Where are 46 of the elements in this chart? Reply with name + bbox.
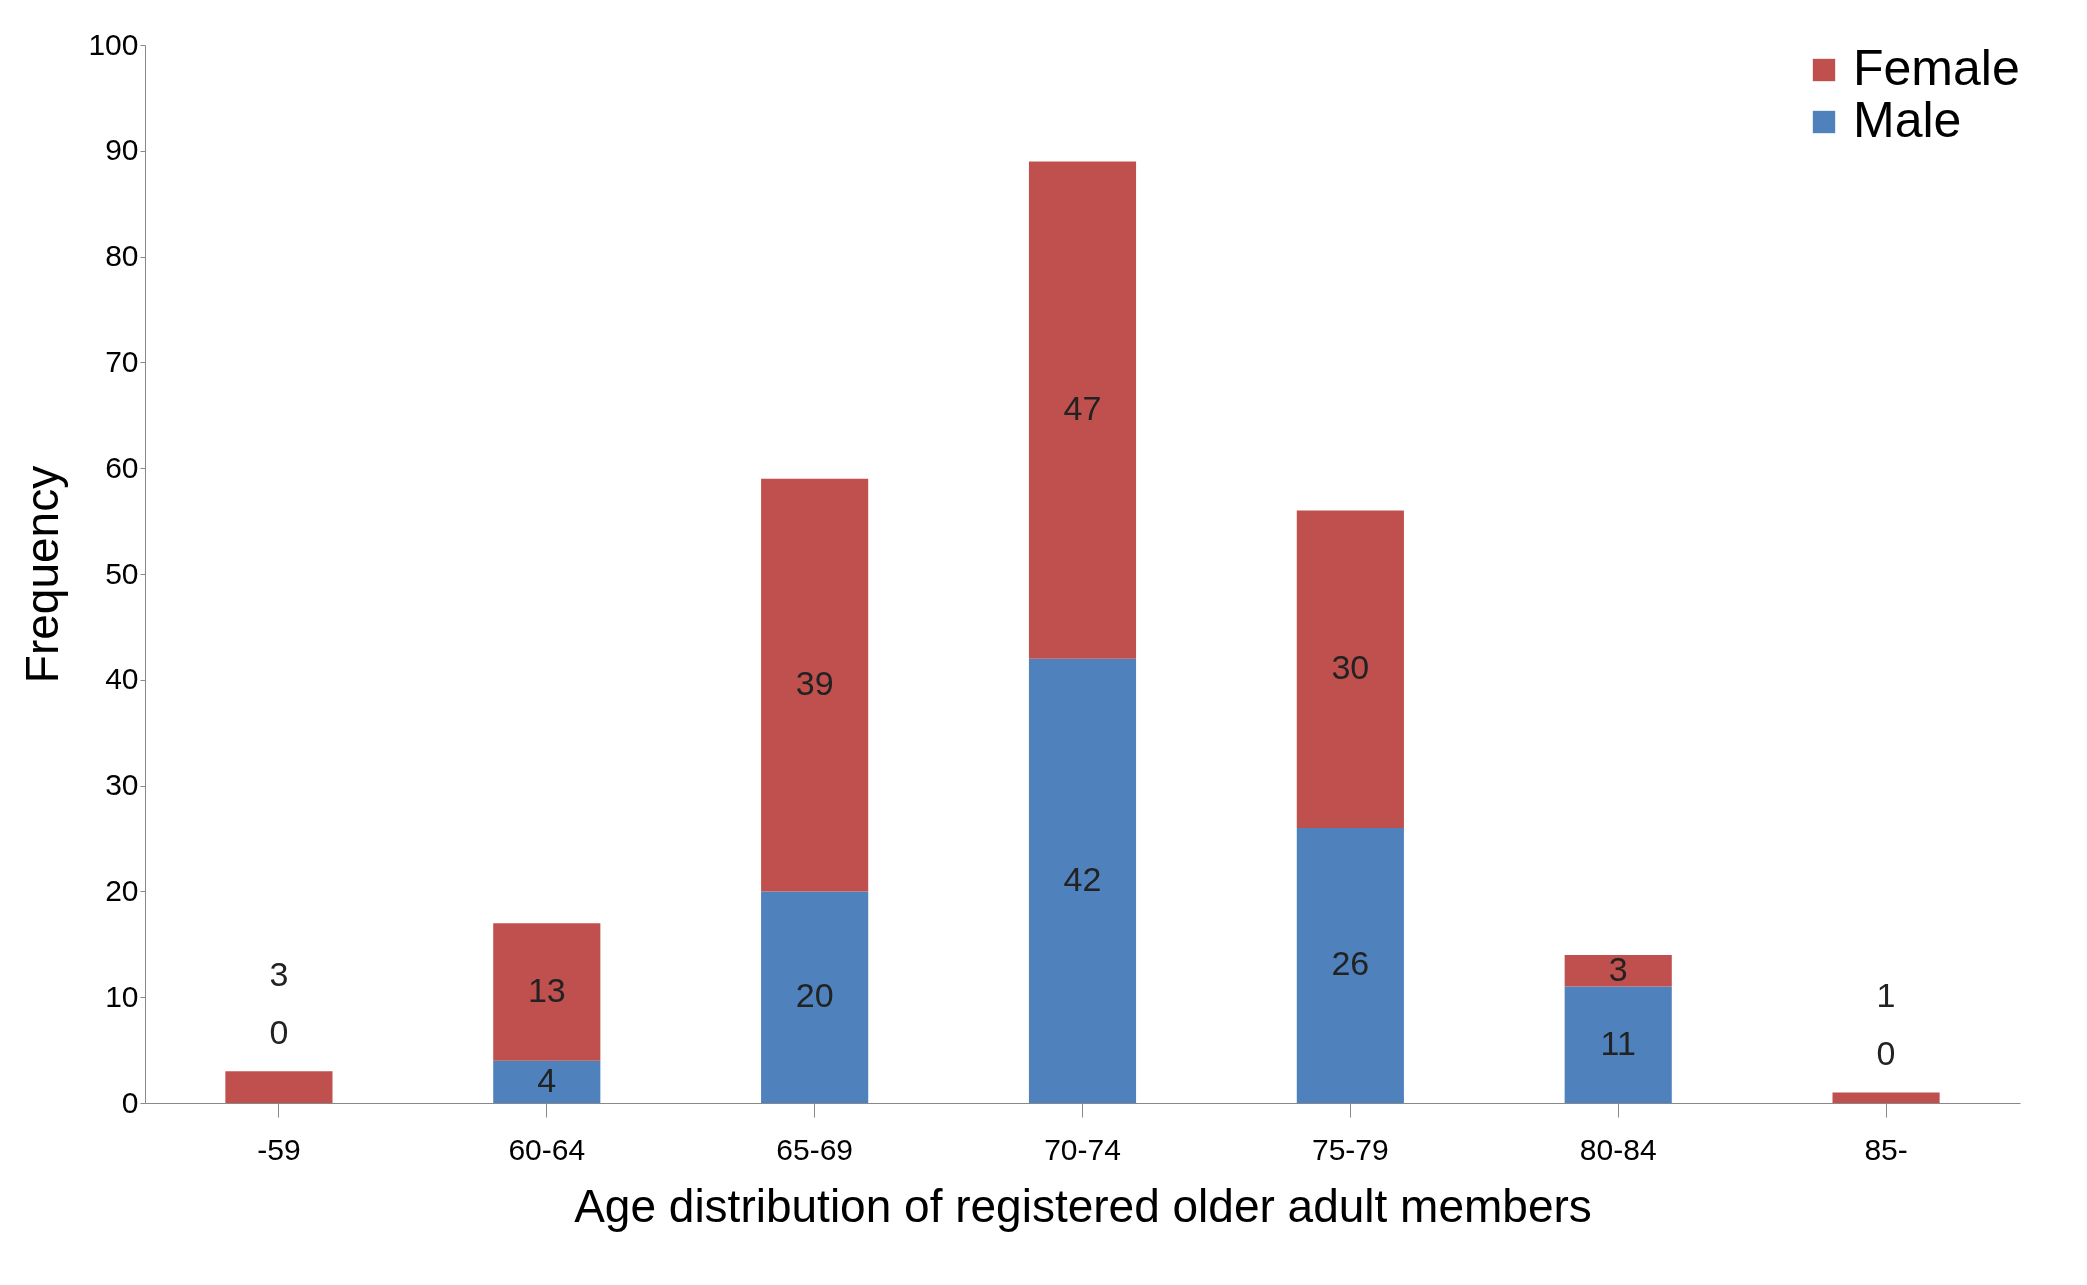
y-tick-label: 90 xyxy=(105,133,139,167)
data-label: 0 xyxy=(269,1013,289,1052)
y-tick-label: 50 xyxy=(105,556,139,590)
bar xyxy=(493,1060,601,1103)
bar xyxy=(493,923,601,1061)
data-label: 30 xyxy=(1331,648,1370,687)
data-label: 11 xyxy=(1600,1023,1636,1062)
data-label: 3 xyxy=(1608,949,1628,988)
y-tick-label: 10 xyxy=(105,979,139,1013)
bar xyxy=(1564,986,1672,1103)
data-label: 3 xyxy=(269,955,289,994)
y-tick-label: 30 xyxy=(105,768,139,802)
bar xyxy=(1296,510,1404,828)
bar xyxy=(1832,1092,1940,1103)
x-tick-label: 75-79 xyxy=(1311,1132,1389,1166)
data-label: 20 xyxy=(795,976,834,1015)
y-tick-label: 80 xyxy=(105,239,139,273)
x-tick-label: -59 xyxy=(257,1132,301,1166)
bar xyxy=(225,1071,333,1103)
x-tick-label: 60-64 xyxy=(508,1132,586,1166)
x-tick-label: 80-84 xyxy=(1579,1132,1657,1166)
y-tick-label: 20 xyxy=(105,873,139,907)
y-tick-label: 40 xyxy=(105,662,139,696)
x-tick-label: 85- xyxy=(1864,1132,1908,1166)
data-label: 13 xyxy=(527,970,566,1009)
y-axis-title: Frequency xyxy=(16,465,69,684)
bar xyxy=(1564,954,1672,987)
bar xyxy=(761,891,869,1103)
y-tick-label: 70 xyxy=(105,344,139,378)
data-label: 26 xyxy=(1331,944,1370,983)
data-label: 0 xyxy=(1876,1034,1896,1073)
y-tick-label: 0 xyxy=(121,1085,139,1119)
bar xyxy=(761,478,869,892)
x-tick-label: 65-69 xyxy=(776,1132,854,1166)
x-tick-label: 70-74 xyxy=(1044,1132,1121,1166)
bar xyxy=(1028,658,1137,1103)
bar xyxy=(1296,827,1404,1103)
bar xyxy=(1028,161,1137,659)
y-tick-label: 100 xyxy=(88,27,139,61)
data-label: 39 xyxy=(795,664,834,703)
data-label: 42 xyxy=(1063,859,1102,898)
data-label: 4 xyxy=(537,1060,557,1099)
x-axis-title: Age distribution of registered older adult members xyxy=(574,1179,1592,1232)
data-label: 47 xyxy=(1063,389,1102,428)
y-tick-label: 60 xyxy=(105,450,139,484)
data-label: 1 xyxy=(1876,976,1896,1015)
